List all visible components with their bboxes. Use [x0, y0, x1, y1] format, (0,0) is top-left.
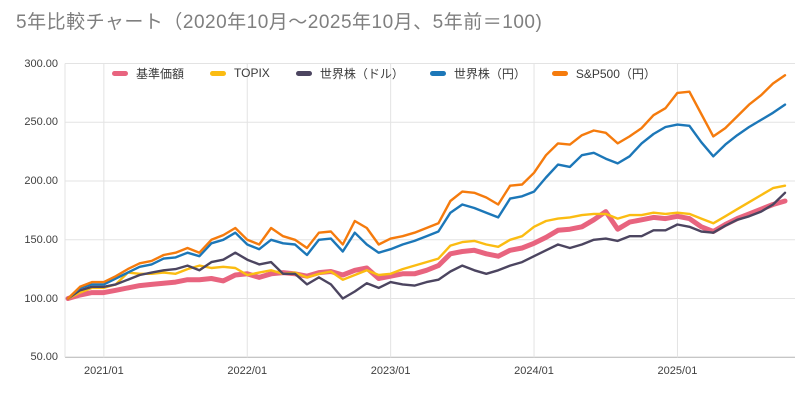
x-axis-label: 2024/01 [514, 365, 554, 377]
series-line-fund_nav [65, 198, 788, 301]
legend-item-topix: TOPIX [210, 66, 270, 80]
legend-swatch-icon [295, 70, 312, 76]
series-line-sp500_jpy [66, 74, 787, 300]
y-axis-label: 50.00 [30, 351, 58, 364]
y-axis-label: 300.00 [24, 57, 58, 70]
x-axis-label: 2023/01 [370, 365, 411, 377]
legend-label: 世界株（円） [453, 66, 526, 81]
x-axis-label: 2025/01 [657, 365, 698, 377]
legend-swatch-icon [551, 70, 568, 76]
legend-label: TOPIX [234, 66, 270, 80]
legend-label: S&P500（円） [575, 66, 656, 81]
series-line-world_usd [66, 191, 787, 300]
legend-label: 基準価額 [136, 66, 185, 81]
legend-swatch-icon [112, 70, 128, 76]
y-axis-label: 250.00 [24, 116, 58, 129]
x-axis-label: 2022/01 [227, 365, 268, 377]
legend-label: 世界株（ドル） [319, 66, 404, 81]
y-axis-label: 200.00 [24, 175, 58, 187]
y-axis-label: 150.00 [24, 233, 58, 246]
x-axis-label: 2021/01 [83, 365, 124, 377]
legend-swatch-icon [429, 70, 446, 76]
series-line-world_jpy [66, 103, 787, 300]
legend-item-fund_nav: 基準価額 [112, 65, 184, 82]
legend-item-world_usd: 世界株（ドル） [295, 65, 404, 82]
legend-swatch-icon [210, 70, 227, 76]
chart-title: 5年比較チャート（2020年10月〜2025年10月、5年前＝100) [16, 12, 543, 33]
legend-item-world_jpy: 世界株（円） [429, 65, 526, 82]
series-line-topix [66, 184, 787, 300]
y-axis-label: 100.00 [24, 292, 58, 305]
legend-item-sp500_jpy: S&P500（円） [551, 65, 656, 82]
legend: 基準価額 TOPIX 世界株（ドル） 世界株（円） S&P500（円） [112, 64, 656, 82]
